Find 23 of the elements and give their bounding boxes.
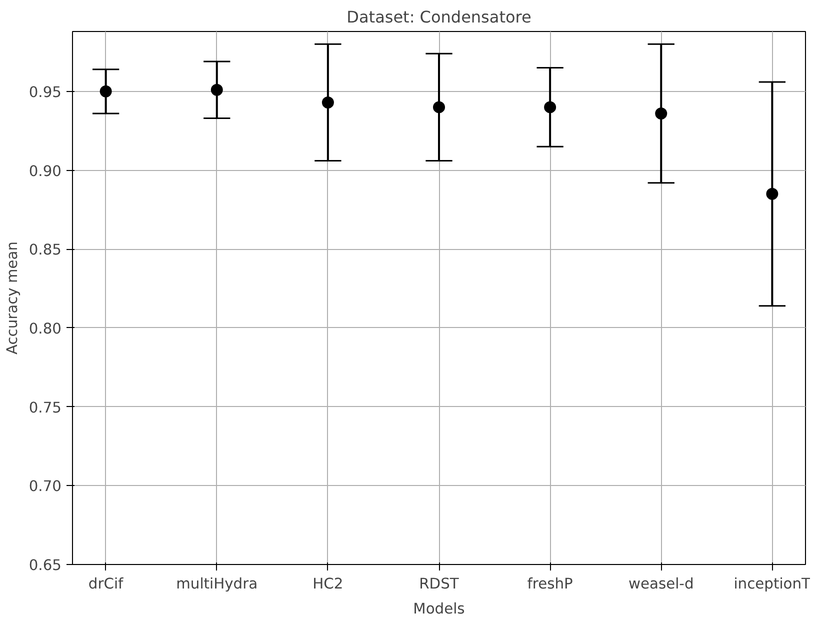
y-tick-label: 0.65 <box>28 557 62 574</box>
chart-title: Dataset: Condensatore <box>346 8 532 26</box>
point <box>100 85 112 98</box>
x-tick-label: RDST <box>419 576 459 592</box>
x-tick-label: freshP <box>527 576 574 592</box>
x-tick-label: HC2 <box>312 576 344 592</box>
x-tick-label: weasel-d <box>628 576 694 592</box>
y-tick-label: 0.80 <box>28 320 62 338</box>
y-axis-title: Accuracy mean <box>4 241 21 355</box>
y-tick-label: 0.85 <box>28 242 62 259</box>
point <box>655 108 668 120</box>
point <box>544 101 556 114</box>
x-tick-label: multiHydra <box>176 576 258 592</box>
point <box>766 188 778 200</box>
y-tick-label: 0.70 <box>28 478 62 496</box>
y-tick-label: 0.95 <box>28 84 62 101</box>
x-tick-label: drCif <box>88 576 124 592</box>
y-tick-label: 0.75 <box>28 399 62 416</box>
point <box>210 84 223 96</box>
y-tick-label: 0.90 <box>28 162 62 180</box>
point <box>322 96 334 108</box>
x-axis-title: Models <box>413 600 465 618</box>
point <box>433 101 445 114</box>
